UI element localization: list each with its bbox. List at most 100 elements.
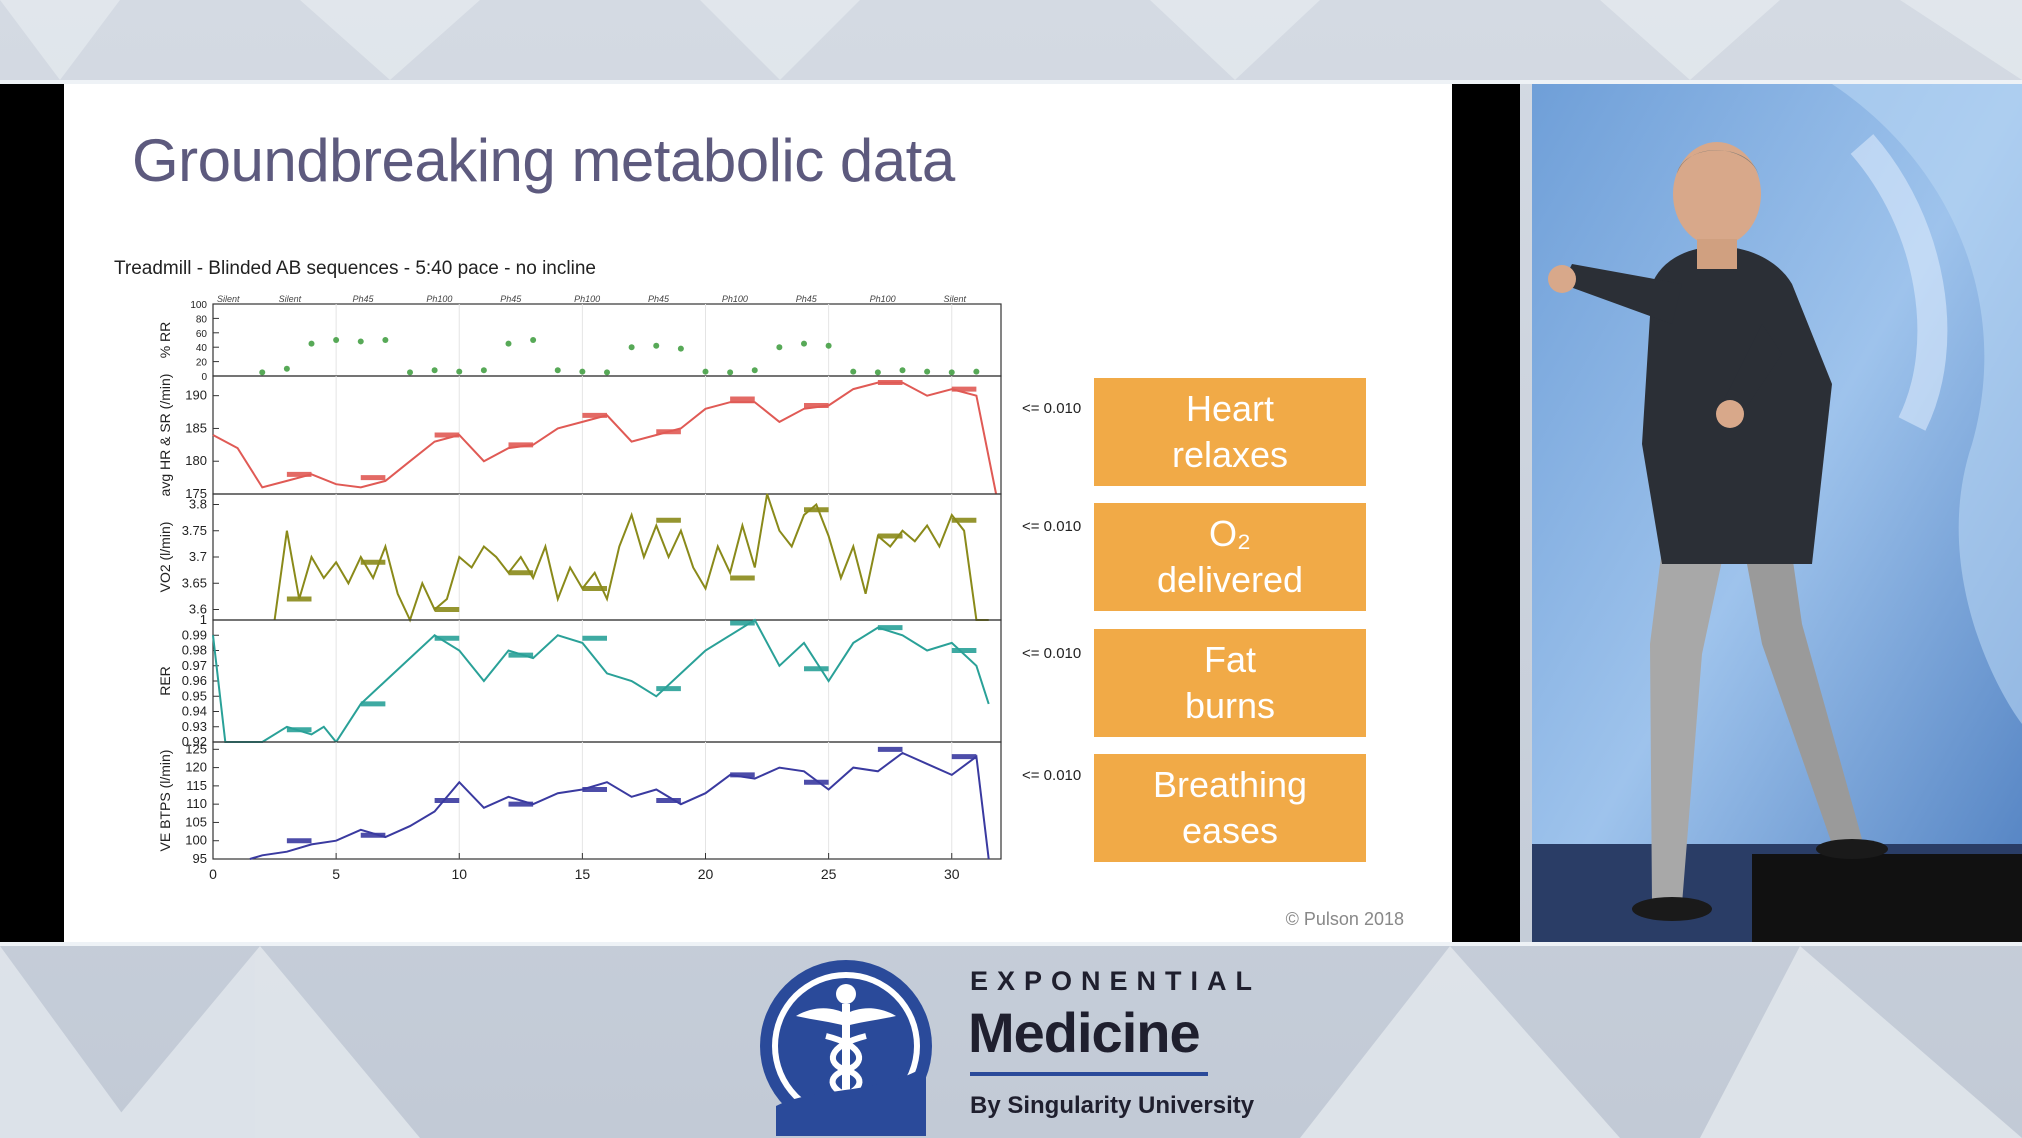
y-tick-label: 3.7 — [189, 549, 207, 564]
data-point — [727, 369, 734, 376]
callout-line: eases — [1181, 810, 1279, 851]
stage-top-rule — [0, 80, 2022, 84]
y-axis-label: VE BTPS (l/min) — [157, 750, 173, 852]
y-tick-label: 190 — [185, 388, 207, 403]
y-axis-label: avg HR & SR (/min) — [157, 374, 173, 497]
panel-frame — [212, 303, 1002, 377]
segment-label: Silent — [943, 294, 966, 304]
speaker-video-feed — [1532, 84, 2022, 942]
pvalue-breathing: <= 0.010 — [1022, 767, 1082, 784]
data-point — [505, 340, 512, 347]
y-tick-label: 180 — [185, 453, 207, 468]
y-tick-label: 185 — [185, 420, 207, 435]
y-tick-label: 110 — [186, 796, 207, 811]
data-point — [456, 368, 463, 375]
y-tick-label: 0.93 — [182, 719, 207, 734]
callout-o2-delivered: O₂ delivered — [1094, 503, 1366, 611]
data-point — [554, 367, 561, 374]
pvalue-heart: <= 0.010 — [1022, 400, 1082, 417]
data-point — [751, 367, 758, 374]
series-line — [212, 381, 998, 495]
segment-label: Ph100 — [574, 294, 600, 304]
y-tick-label: 20 — [196, 358, 208, 369]
y-tick-label: 0.97 — [182, 658, 207, 673]
y-tick-label: 0.95 — [182, 688, 207, 703]
y-tick-label: 60 — [196, 329, 208, 340]
series-line — [212, 618, 990, 744]
y-tick-label: 100 — [190, 300, 207, 311]
segment-label: Ph45 — [500, 294, 522, 304]
y-tick-label: 0.96 — [182, 673, 207, 688]
callout-line: O₂ — [1209, 513, 1251, 554]
pvalue-fat: <= 0.010 — [1022, 645, 1082, 662]
segment-label: Ph100 — [870, 294, 896, 304]
callout-breathing-eases: Breathing eases — [1094, 754, 1366, 862]
callout-line: burns — [1184, 685, 1276, 726]
y-tick-label: 175 — [185, 486, 207, 501]
y-tick-label: 105 — [185, 814, 207, 829]
data-point — [825, 342, 832, 349]
caduceus-icon — [760, 960, 932, 1136]
data-point — [653, 342, 660, 349]
x-tick-label: 10 — [451, 866, 467, 882]
data-point — [333, 337, 340, 343]
segment-label: Ph100 — [426, 294, 452, 304]
panel-frame — [212, 375, 1002, 495]
y-tick-label: 100 — [185, 833, 207, 848]
data-point — [628, 344, 635, 351]
x-tick-label: 30 — [944, 866, 960, 882]
data-point — [579, 368, 586, 375]
data-point — [850, 368, 857, 375]
y-tick-label: 80 — [196, 314, 208, 325]
callout-fat-burns: Fat burns — [1094, 629, 1366, 737]
data-point — [899, 367, 906, 374]
stage-bottom-rule — [0, 942, 2022, 946]
x-tick-label: 5 — [332, 866, 340, 882]
data-point — [924, 368, 931, 375]
y-tick-label: 0.98 — [182, 643, 207, 658]
segment-label: Silent — [279, 294, 302, 304]
data-point — [357, 338, 364, 345]
y-tick-label: 115 — [186, 778, 207, 793]
exponential-medicine-branding: EXPONENTIAL Medicine By Singularity Univ… — [756, 952, 1286, 1138]
data-point — [874, 369, 881, 376]
segment-label: Silent — [217, 294, 240, 304]
y-tick-label: 3.6 — [189, 602, 207, 617]
callout-heart-relaxes: Heart relaxes — [1094, 378, 1366, 486]
y-tick-label: 120 — [185, 760, 207, 775]
series-line — [273, 493, 989, 623]
y-tick-label: 0.94 — [182, 704, 207, 719]
data-point — [948, 369, 955, 376]
y-axis-label: RER — [157, 666, 173, 696]
segment-label: Ph100 — [722, 294, 748, 304]
x-tick-label: 25 — [821, 866, 837, 882]
data-point — [702, 368, 709, 375]
y-axis-label: VO2 (l/min) — [157, 522, 173, 593]
brand-line-medicine: Medicine — [968, 1001, 1201, 1064]
brand-line-exponential: EXPONENTIAL — [970, 966, 1262, 996]
data-point — [604, 369, 610, 376]
data-point — [382, 337, 389, 343]
slide-title: Groundbreaking metabolic data — [132, 127, 955, 194]
data-point — [431, 367, 438, 374]
x-tick-label: 20 — [698, 866, 714, 882]
data-point — [530, 337, 537, 343]
y-tick-label: 40 — [196, 343, 208, 354]
callout-line: Fat — [1203, 639, 1256, 680]
segment-label: Ph45 — [796, 294, 818, 304]
y-tick-label: 125 — [185, 741, 207, 756]
presentation-slide: Groundbreaking metabolic data Treadmill … — [64, 84, 1452, 942]
y-tick-label: 3.65 — [182, 575, 207, 590]
y-tick-label: 0 — [201, 372, 207, 383]
callout-line: delivered — [1156, 559, 1304, 600]
callout-line: Heart — [1185, 388, 1275, 429]
speaker-figure — [1532, 84, 2022, 942]
data-point — [308, 340, 315, 347]
data-point — [480, 367, 487, 374]
data-point — [677, 345, 684, 352]
x-tick-label: 0 — [209, 866, 217, 882]
segment-label: Ph45 — [352, 294, 374, 304]
copyright-notice: © Pulson 2018 — [1285, 909, 1404, 929]
brand-line-singularity: By Singularity University — [970, 1092, 1255, 1119]
